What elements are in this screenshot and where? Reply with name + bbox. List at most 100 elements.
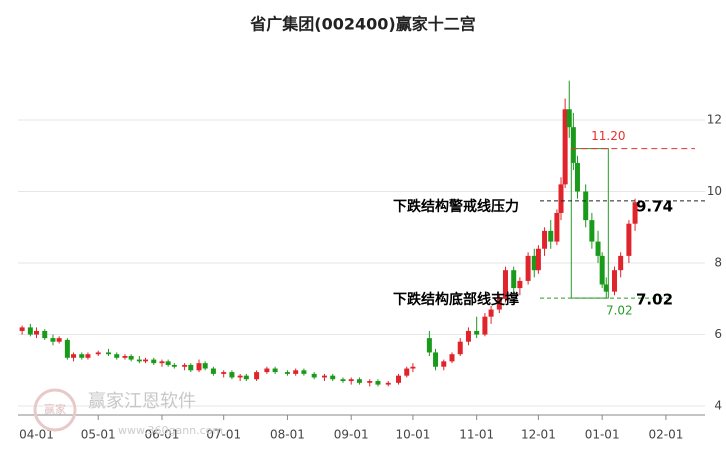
candle-body: [589, 220, 595, 242]
candle-body: [272, 368, 278, 373]
logo-text: 赢家: [44, 402, 66, 416]
candle-body: [457, 341, 463, 355]
candle-body: [34, 330, 40, 335]
candle-body: [19, 327, 25, 331]
level-label: 11.20: [591, 129, 625, 143]
candle-body: [340, 379, 346, 382]
candle-body: [566, 109, 572, 128]
candle-body: [426, 338, 432, 353]
x-tick-label: 08-01: [270, 428, 305, 442]
watermark-url: www.360gann.com: [118, 424, 223, 437]
candle-body: [599, 255, 605, 285]
candle-body: [632, 202, 638, 224]
candle-body: [595, 241, 601, 256]
candle-body: [502, 270, 508, 299]
candle-body: [254, 372, 260, 380]
x-tick-label: 06-01: [145, 428, 180, 442]
candle-body: [171, 364, 177, 367]
candle-body: [558, 184, 564, 213]
support-label: 下跌结构底部线支撑: [393, 291, 519, 308]
candle-body: [603, 284, 609, 292]
candle-body: [570, 127, 576, 163]
candle-body: [264, 368, 270, 373]
x-tick-label: 04-01: [19, 428, 54, 442]
candle-body: [114, 354, 120, 358]
candle-body: [237, 375, 243, 378]
candle-body: [367, 381, 373, 383]
x-tick-label: 11-01: [459, 428, 494, 442]
candle-body: [50, 338, 56, 342]
candle-body: [517, 280, 523, 289]
candle-body: [404, 368, 410, 376]
candle-body: [574, 162, 580, 192]
candle-body: [465, 330, 471, 342]
candle-body: [330, 375, 336, 380]
candle-body: [79, 354, 85, 358]
watermark-name: 赢家江恩软件: [88, 390, 196, 412]
chart-title: 省广集团(002400)赢家十二宫: [249, 15, 475, 34]
candle-body: [143, 359, 149, 362]
candle-body: [348, 379, 354, 382]
candle-body: [375, 381, 381, 385]
candle-body: [284, 372, 290, 374]
candle-body: [122, 356, 128, 358]
candle-body: [531, 255, 537, 271]
y-tick-label: 8: [714, 256, 722, 270]
candle-body: [554, 212, 560, 242]
candle-body: [221, 372, 227, 374]
candle-body: [410, 366, 416, 369]
candle-body: [356, 379, 362, 383]
candle-body: [449, 354, 455, 362]
candle-body: [626, 223, 632, 256]
candle-body: [385, 382, 391, 385]
candle-body: [27, 327, 33, 335]
candle-body: [159, 361, 165, 364]
x-tick-label: 09-01: [334, 428, 369, 442]
candle-body: [64, 339, 70, 358]
candle-body: [71, 354, 77, 358]
candle-body: [474, 330, 480, 335]
candle-body: [611, 270, 617, 292]
candle-body: [128, 356, 134, 360]
candle-body: [165, 361, 171, 365]
y-tick-label: 4: [714, 399, 722, 413]
candle-body: [85, 354, 91, 358]
candle-body: [525, 255, 531, 281]
support-value-small: 7.02: [606, 304, 633, 318]
y-tick-label: 12: [707, 113, 722, 127]
candle-body: [243, 375, 249, 380]
candle-body: [311, 373, 317, 378]
candle-body: [151, 359, 157, 364]
x-tick-label: 01-01: [585, 428, 620, 442]
candle-body: [56, 338, 62, 342]
candle-body: [496, 298, 502, 310]
candle-body: [188, 364, 194, 371]
candle-body: [229, 372, 235, 378]
x-tick-label: 05-01: [81, 428, 116, 442]
candle-body: [583, 191, 589, 221]
x-tick-label: 02-01: [648, 428, 683, 442]
candle-body: [441, 361, 447, 367]
warning-value: 9.74: [636, 197, 673, 215]
candle-body: [482, 316, 488, 335]
candle-body: [548, 230, 554, 242]
support-value: 7.02: [636, 291, 673, 309]
candle-body: [562, 109, 568, 185]
candle-body: [182, 364, 188, 367]
candle-body: [396, 375, 402, 383]
candle-body: [95, 352, 101, 355]
candle-body: [210, 368, 216, 374]
candle-body: [542, 230, 548, 249]
warning-label: 下跌结构警戒线压力: [393, 198, 519, 215]
y-tick-label: 6: [714, 327, 722, 341]
candle-body: [488, 309, 494, 317]
candle-body: [202, 363, 208, 369]
candle-body: [42, 330, 48, 339]
logo: [33, 388, 77, 432]
x-tick-label: 07-01: [206, 428, 241, 442]
candle-body: [136, 359, 142, 362]
candle-body: [535, 248, 541, 271]
candle-body: [301, 370, 307, 374]
